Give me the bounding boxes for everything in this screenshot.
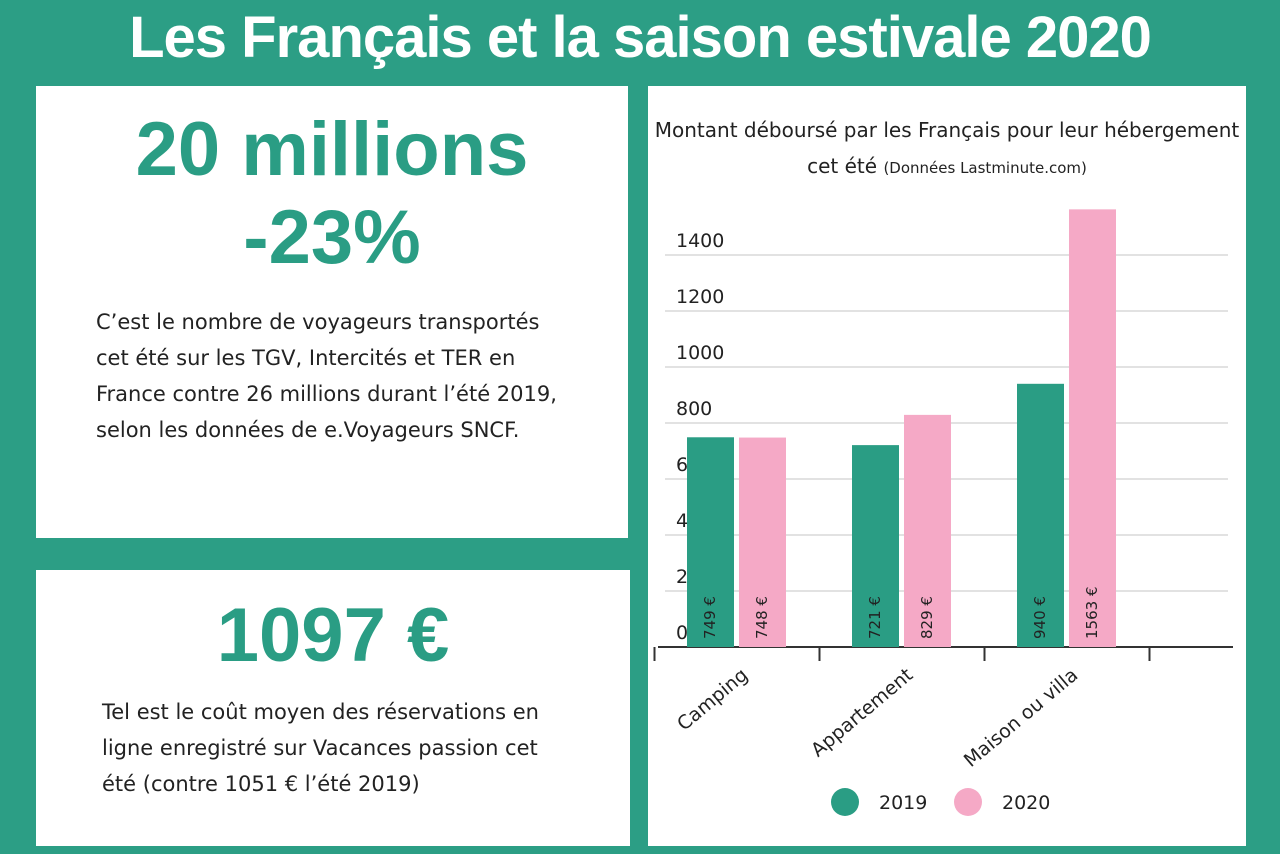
chart: 0200400600800100012001400749 €748 €Campi… bbox=[653, 209, 1233, 816]
bar bbox=[852, 445, 899, 647]
bar bbox=[1017, 383, 1064, 647]
y-tick-label: 1200 bbox=[676, 286, 724, 308]
chart-subtitle: (Données Lastminute.com) bbox=[883, 159, 1087, 177]
page-title: Les Français et la saison estivale 2020 bbox=[129, 5, 1152, 70]
value-label: 749 € bbox=[701, 596, 719, 639]
stat-text: Tel est le coût moyen des réservations e… bbox=[102, 700, 539, 796]
chart-box: Montant déboursé par les Français pour l… bbox=[648, 86, 1246, 846]
y-tick-label: 800 bbox=[676, 398, 712, 420]
bar bbox=[739, 437, 786, 647]
stat-box: 1097 € Tel est le coût moyen des réserva… bbox=[36, 570, 630, 846]
value-label: 1563 € bbox=[1083, 587, 1101, 640]
y-tick-label: 0 bbox=[676, 622, 688, 644]
value-label: 829 € bbox=[918, 596, 936, 639]
value-label: 940 € bbox=[1031, 596, 1049, 639]
bar bbox=[904, 414, 951, 647]
value-label: 748 € bbox=[753, 596, 771, 639]
chart-title-block: Montant déboursé par les Français pour l… bbox=[648, 112, 1246, 186]
bar bbox=[1069, 209, 1116, 648]
stat-figure: -23% bbox=[243, 195, 421, 280]
legend-marker bbox=[831, 788, 859, 816]
legend-label: 2020 bbox=[1002, 792, 1050, 814]
x-tick-label: Appartement bbox=[807, 664, 917, 761]
stat-figure: 20 millions bbox=[135, 107, 529, 192]
value-label: 721 € bbox=[866, 596, 884, 639]
y-tick-label: 1000 bbox=[676, 342, 724, 364]
legend-marker bbox=[954, 788, 982, 816]
x-tick-label: Maison ou villa bbox=[960, 664, 1082, 772]
stat-text: C’est le nombre de voyageurs transportés… bbox=[96, 310, 557, 442]
stat-box: 20 millions -23% C’est le nombre de voya… bbox=[36, 86, 628, 538]
stat-figure: 1097 € bbox=[216, 593, 450, 678]
legend-label: 2019 bbox=[879, 792, 927, 814]
bar bbox=[687, 437, 734, 647]
x-tick-label: Camping bbox=[673, 664, 752, 735]
chart-title: Montant déboursé par les Français pour l… bbox=[654, 118, 1240, 178]
y-tick-label: 1400 bbox=[676, 230, 724, 252]
